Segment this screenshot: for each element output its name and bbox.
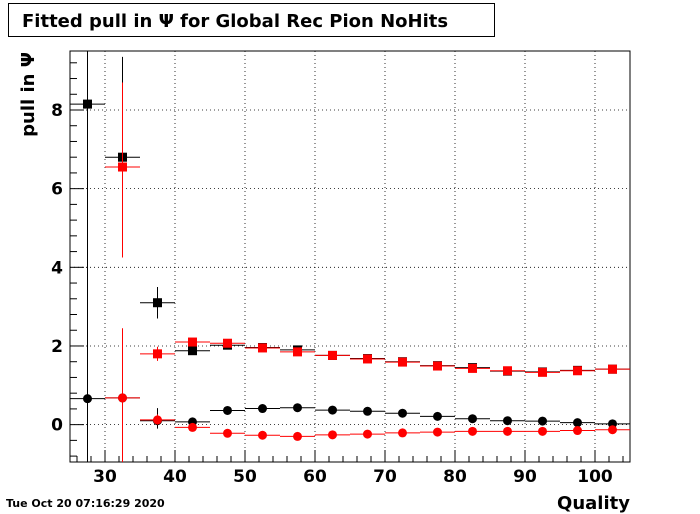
- y-tick-label: 8: [51, 101, 63, 121]
- data-point-square: [328, 350, 337, 360]
- x-axis-label: Quality: [557, 493, 630, 514]
- series-0: [70, 51, 630, 462]
- data-point-circle: [118, 393, 127, 403]
- data-point-square: [573, 366, 582, 376]
- x-tick-label: 50: [233, 467, 257, 487]
- data-point-circle: [468, 426, 477, 436]
- title-box: Fitted pull in Ψ for Global Rec Pion NoH…: [8, 3, 495, 37]
- data-point-square: [293, 347, 302, 357]
- data-point-circle: [398, 428, 407, 438]
- data-point-circle: [608, 425, 617, 435]
- x-tick-label: 100: [577, 467, 613, 487]
- y-tick-label: 2: [51, 337, 63, 357]
- data-point-circle: [363, 429, 372, 439]
- data-point-circle: [433, 427, 442, 437]
- y-tick-label: 4: [51, 258, 63, 278]
- data-point-circle: [223, 428, 232, 438]
- data-point-square: [118, 162, 127, 172]
- data-point-circle: [153, 415, 162, 425]
- data-point-circle: [188, 422, 197, 432]
- data-point-circle: [293, 403, 302, 413]
- series-3: [105, 328, 630, 462]
- data-point-square: [538, 367, 547, 377]
- data-point-square: [83, 99, 92, 109]
- y-tick-label: 0: [51, 416, 63, 436]
- data-point-square: [363, 354, 372, 364]
- data-point-square: [153, 298, 162, 308]
- data-point-circle: [328, 405, 337, 415]
- chart-title: Fitted pull in Ψ for Global Rec Pion NoH…: [22, 11, 449, 32]
- x-tick-label: 40: [163, 467, 187, 487]
- x-tick-label: 80: [443, 467, 467, 487]
- data-point-square: [223, 338, 232, 348]
- axis-layer: 30 40 50 60 70 80 90 100 0 2 4 6 8: [51, 50, 631, 487]
- data-point-square: [188, 337, 197, 347]
- data-point-circle: [293, 431, 302, 441]
- data-point-circle: [573, 426, 582, 436]
- series-2: [70, 393, 630, 429]
- datestamp: Tue Oct 20 07:16:29 2020: [6, 497, 165, 510]
- y-tick-label: 6: [51, 180, 63, 200]
- data-point-circle: [538, 416, 547, 426]
- data-point-square: [503, 366, 512, 376]
- data-point-square: [398, 357, 407, 367]
- data-point-circle: [538, 426, 547, 436]
- data-point-square: [258, 343, 267, 353]
- data-point-circle: [258, 404, 267, 414]
- data-point-circle: [328, 430, 337, 440]
- data-point-circle: [468, 414, 477, 424]
- data-point-square: [188, 346, 197, 356]
- x-tick-label: 70: [373, 467, 397, 487]
- plot-frame: [69, 50, 631, 463]
- data-point-circle: [503, 416, 512, 426]
- data-point-square: [433, 361, 442, 371]
- series-1: [105, 82, 630, 377]
- x-tick-label: 90: [513, 467, 537, 487]
- data-point-circle: [573, 418, 582, 428]
- data-point-square: [153, 349, 162, 359]
- data-point-circle: [223, 405, 232, 415]
- data-point-circle: [258, 430, 267, 440]
- data-point-circle: [433, 411, 442, 421]
- data-point-circle: [83, 394, 92, 404]
- grid-layer: [70, 51, 630, 462]
- data-point-circle: [398, 408, 407, 418]
- x-tick-label: 30: [93, 467, 117, 487]
- data-point-circle: [363, 406, 372, 416]
- data-point-square: [608, 364, 617, 374]
- data-layer: [70, 51, 630, 462]
- y-axis-label: pull in Ψ: [18, 52, 39, 137]
- data-point-square: [468, 363, 477, 373]
- data-point-circle: [503, 426, 512, 436]
- x-tick-label: 60: [303, 467, 327, 487]
